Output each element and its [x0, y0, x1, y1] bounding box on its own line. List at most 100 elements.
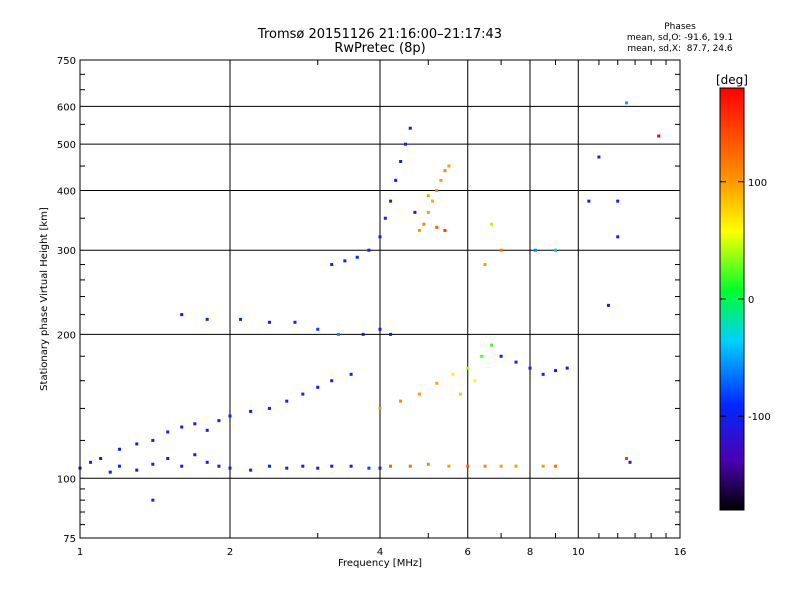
- y-tick-label: 100: [57, 474, 76, 485]
- data-point: [249, 409, 253, 413]
- data-point: [435, 225, 439, 229]
- data-point: [490, 343, 494, 347]
- data-point: [541, 464, 545, 468]
- data-point: [435, 381, 439, 385]
- data-point: [285, 466, 289, 470]
- data-point: [625, 456, 629, 460]
- data-point: [180, 313, 184, 317]
- data-point: [616, 199, 620, 203]
- data-point: [349, 464, 353, 468]
- data-point: [565, 366, 569, 370]
- data-point: [343, 259, 347, 263]
- data-point: [166, 456, 170, 460]
- data-point: [417, 228, 421, 232]
- data-point: [99, 456, 103, 460]
- data-point: [473, 379, 477, 383]
- data-point: [443, 228, 447, 232]
- data-point: [117, 464, 121, 468]
- x-tick-label: 2: [227, 547, 233, 558]
- data-point: [426, 462, 430, 466]
- data-point: [355, 255, 359, 259]
- y-axis-title: Stationary phase Virtual Height [km]: [39, 207, 50, 391]
- data-point: [451, 372, 455, 376]
- data-point: [151, 498, 155, 502]
- data-point: [439, 178, 443, 182]
- data-point: [301, 392, 305, 396]
- data-point: [117, 447, 121, 451]
- data-point: [316, 327, 320, 331]
- data-point: [367, 248, 371, 252]
- data-point: [205, 460, 209, 464]
- data-point: [378, 466, 382, 470]
- data-point: [217, 419, 221, 423]
- data-point: [228, 466, 232, 470]
- data-point: [413, 210, 417, 214]
- x-tick-label: 4: [377, 547, 383, 558]
- data-point: [616, 235, 620, 239]
- data-point: [625, 101, 629, 105]
- data-point: [151, 462, 155, 466]
- data-point: [499, 464, 503, 468]
- data-point: [217, 464, 221, 468]
- x-axis-title: Frequency [MHz]: [338, 558, 422, 569]
- data-point: [443, 169, 447, 173]
- chart-subtitle: RwPretec (8p): [334, 41, 426, 56]
- colorbar-tick-label: -100: [748, 412, 771, 423]
- data-point: [541, 372, 545, 376]
- data-point: [361, 332, 365, 336]
- data-point: [466, 464, 470, 468]
- data-point: [108, 470, 112, 474]
- data-point: [316, 385, 320, 389]
- data-point: [426, 194, 430, 198]
- data-point: [378, 327, 382, 331]
- phase-stats-o: mean, sd,O: -91.6, 19.1: [626, 33, 734, 43]
- data-point: [205, 317, 209, 321]
- data-point: [533, 248, 537, 252]
- data-point: [408, 464, 412, 468]
- data-point: [607, 303, 611, 307]
- data-point: [514, 464, 518, 468]
- y-tick-label: 300: [57, 246, 76, 257]
- data-point: [166, 430, 170, 434]
- data-point: [528, 366, 532, 370]
- data-point: [389, 199, 393, 203]
- data-point: [349, 372, 353, 376]
- data-point: [135, 442, 139, 446]
- data-point: [239, 317, 243, 321]
- data-point: [490, 222, 494, 226]
- data-point: [553, 464, 557, 468]
- data-point: [193, 422, 197, 426]
- data-point: [151, 438, 155, 442]
- data-point: [180, 464, 184, 468]
- colorbar-tick-label: 0: [748, 295, 754, 306]
- data-point: [330, 379, 334, 383]
- data-point: [316, 466, 320, 470]
- x-tick-label: 8: [527, 547, 533, 558]
- data-point: [466, 366, 470, 370]
- data-point: [447, 464, 451, 468]
- data-point: [330, 464, 334, 468]
- data-point: [417, 392, 421, 396]
- y-tick-label: 75: [63, 534, 76, 545]
- data-point: [483, 263, 487, 267]
- x-tick-label: 6: [465, 547, 471, 558]
- data-point: [499, 248, 503, 252]
- data-point: [330, 263, 334, 267]
- data-point: [447, 164, 451, 168]
- x-tick-label: 16: [674, 547, 687, 558]
- data-point: [193, 453, 197, 457]
- data-point: [228, 414, 232, 418]
- data-point: [597, 155, 601, 159]
- data-point: [89, 460, 93, 464]
- y-tick-label: 200: [57, 330, 76, 341]
- data-point: [408, 126, 412, 130]
- data-point: [458, 392, 462, 396]
- data-point: [205, 428, 209, 432]
- y-tick-label: 400: [57, 186, 76, 197]
- data-point: [399, 159, 403, 163]
- data-point: [587, 199, 591, 203]
- data-point: [435, 188, 439, 192]
- colorbar-tick-label: 100: [748, 178, 767, 189]
- y-tick-label: 500: [57, 140, 76, 151]
